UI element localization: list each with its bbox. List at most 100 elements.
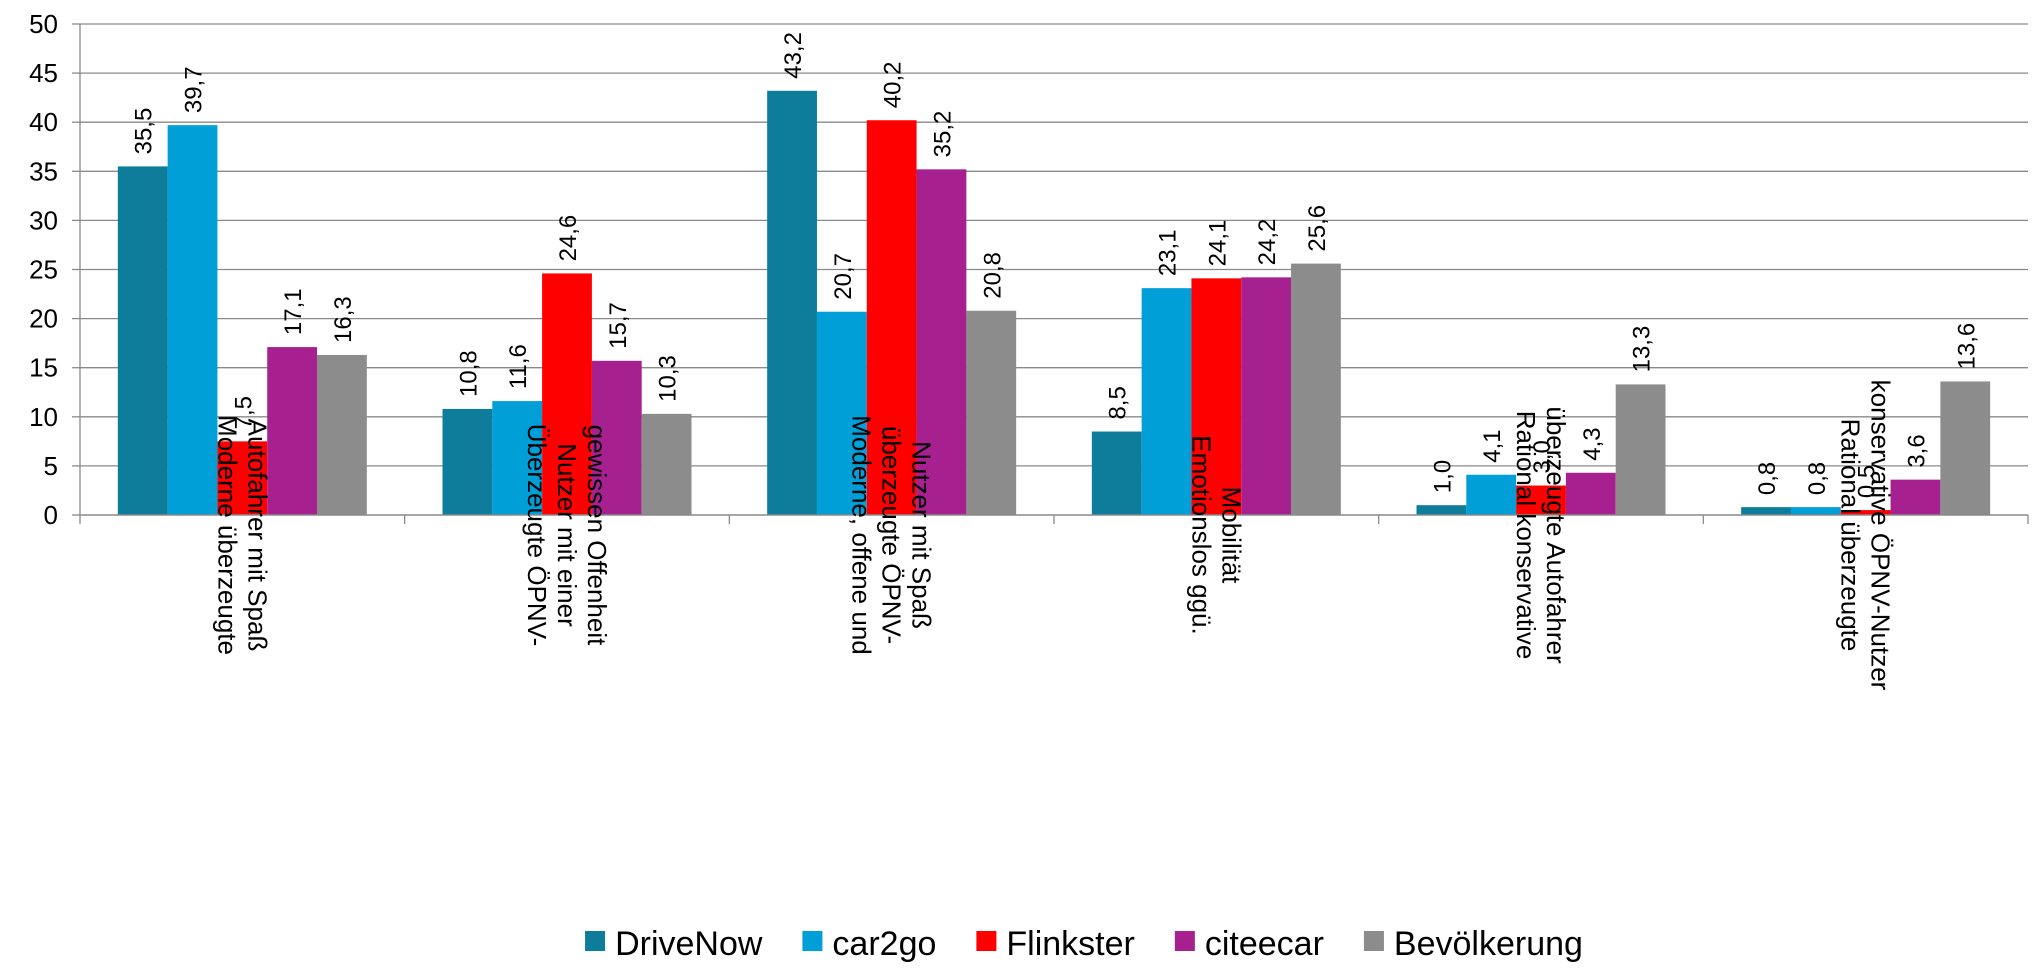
legend: DriveNow car2go Flinkster citeecar Bevölkeru… (585, 925, 1583, 963)
y-tick-label: 40 (29, 107, 58, 137)
data-label: 24,1 (1204, 220, 1231, 267)
data-label: 20,8 (979, 252, 1006, 299)
data-label: 16,3 (330, 296, 357, 343)
bar (1191, 278, 1242, 515)
data-label: 10,3 (655, 355, 682, 402)
category-label-line: Überzeugte ÖPNV- (522, 424, 552, 647)
category-label: Rational überzeugte konservative ÖPNV-Nut… (1836, 380, 1896, 691)
data-label: 17,1 (280, 288, 307, 335)
category-label-line: Rational überzeugte (1836, 419, 1866, 652)
bar (1890, 479, 1941, 515)
bar (1291, 263, 1341, 515)
y-tick-label: 20 (29, 304, 58, 334)
legend-swatch (1174, 931, 1195, 951)
data-label: 24,2 (1254, 219, 1281, 266)
category-label: Moderne überzeugte Autofahrer mit Spaß (212, 415, 272, 655)
data-label: 4,1 (1479, 429, 1506, 462)
y-tick-label: 25 (29, 255, 58, 285)
bar (916, 169, 967, 515)
bar (1615, 384, 1666, 515)
category-label-line: Autofahrer mit Spaß (242, 419, 272, 652)
data-label: 13,3 (1629, 326, 1656, 373)
bar (442, 408, 493, 515)
legend-label: DriveNow (615, 925, 763, 963)
data-label: 10,8 (455, 350, 482, 397)
data-label: 15,7 (605, 302, 632, 349)
category-label-line: gewissen Offenheit (582, 425, 612, 646)
y-tick-label: 30 (29, 205, 58, 235)
bar (1840, 510, 1891, 515)
legend-swatch (585, 931, 606, 951)
bar (1741, 507, 1791, 515)
legend-label: Bevölkerung (1394, 925, 1583, 963)
legend-swatch (802, 931, 823, 951)
data-label: 11,6 (505, 344, 532, 389)
y-tick-label: 0 (44, 500, 58, 530)
legend-label: Flinkster (1006, 925, 1134, 963)
y-tick-label: 35 (29, 156, 58, 186)
data-label: 24,6 (555, 215, 582, 262)
legend-label: car2go (832, 925, 936, 963)
data-label: 3,6 (1903, 434, 1930, 467)
legend-swatch (976, 931, 997, 951)
category-label-line: überzeugte ÖPNV- (877, 426, 907, 644)
y-tick-label: 5 (44, 451, 58, 481)
category-label-line: überzeugte Autofahrer (1541, 406, 1571, 664)
data-label: 35,5 (131, 108, 158, 155)
bar (542, 273, 592, 515)
bar (1790, 507, 1841, 515)
y-tick-label: 10 (29, 402, 58, 432)
category-label: Moderne, offene und überzeugte ÖPNV- Nutze… (847, 415, 937, 654)
bar (167, 125, 218, 515)
data-label: 13,6 (1953, 323, 1980, 370)
category-label: Rational konservative überzeugte Autofahr… (1511, 406, 1571, 664)
bar (1516, 485, 1566, 515)
data-label: 0,8 (1754, 462, 1781, 495)
bar (641, 413, 692, 515)
bar (117, 166, 168, 515)
data-label: 8,5 (1105, 386, 1132, 419)
data-label: 1,0 (1429, 460, 1456, 493)
bar (1416, 505, 1467, 515)
bar (1565, 472, 1616, 515)
data-labels: 35,5 39,7 7,5 17,1 16,3 10,8 11,6 24,6 15,7 10,3 4… (131, 32, 1981, 498)
data-label: 4,3 (1579, 427, 1606, 460)
data-label: 39,7 (181, 66, 208, 113)
category-label: Überzeugte ÖPNV- Nutzer mit einer gewissen… (522, 424, 612, 647)
grid-lines (80, 23, 2028, 467)
data-label: 3,0 (1529, 440, 1556, 473)
bar (767, 90, 817, 515)
category-label-line: Moderne, offene und (847, 415, 877, 654)
data-label: 40,2 (880, 62, 907, 109)
bar (966, 310, 1017, 515)
bar (1940, 381, 1991, 515)
category-labels: Moderne überzeugte Autofahrer mit Spaß Übe… (212, 380, 1895, 691)
bar (1091, 431, 1142, 515)
bar (591, 360, 642, 515)
bar (317, 354, 367, 515)
bar (267, 347, 318, 515)
data-label: 20,7 (830, 253, 857, 300)
y-tick-label: 45 (29, 58, 58, 88)
category-label-line: Nutzer mit einer (552, 443, 582, 627)
category-label-line: Rational konservative (1511, 411, 1541, 660)
category-label-line: konservative ÖPNV-Nutzer (1866, 380, 1896, 691)
category-label-line: Nutzer mit Spaß (907, 441, 937, 629)
category-label-line: Moderne überzeugte (212, 415, 242, 655)
legend-item: Bevölkerung (1363, 925, 1583, 963)
data-label: 7,5 (230, 396, 257, 429)
category-label: Emotionslos ggü. Mobilität (1186, 435, 1246, 634)
bar (816, 311, 867, 515)
x-axis (79, 514, 2029, 524)
legend-swatch (1363, 931, 1384, 951)
bars (117, 90, 1991, 516)
category-label-line: Mobilität (1216, 487, 1246, 585)
data-label: 23,1 (1155, 229, 1182, 276)
category-label-line: Emotionslos ggü. (1186, 435, 1216, 634)
data-label: 0,5 (1854, 465, 1881, 498)
legend-item: car2go (802, 925, 936, 963)
data-label: 35,2 (929, 111, 956, 158)
legend-item: DriveNow (585, 925, 763, 963)
bar (1241, 277, 1292, 515)
